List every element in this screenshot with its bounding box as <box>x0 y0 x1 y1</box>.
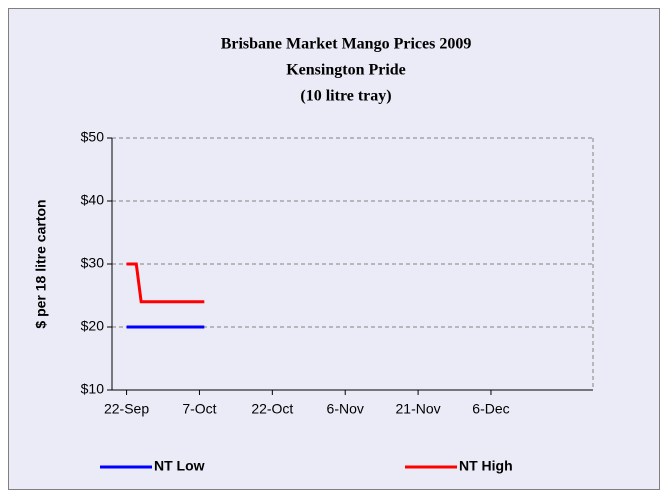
series-line <box>126 262 205 304</box>
y-tick-label: $20 <box>81 318 105 334</box>
x-tick-label: 22-Sep <box>104 401 149 417</box>
legend-label: NT Low <box>154 458 205 474</box>
y-tick-label: $30 <box>81 255 105 271</box>
y-tick-label: $40 <box>81 192 105 208</box>
chart-subtitle: (10 litre tray) <box>300 88 391 105</box>
chart-title: Brisbane Market Mango Prices 2009 <box>221 36 472 53</box>
chart-background <box>8 8 660 490</box>
x-tick-label: 6-Dec <box>472 401 509 417</box>
x-tick-label: 7-Oct <box>182 401 216 417</box>
x-tick-label: 22-Oct <box>251 401 293 417</box>
y-tick-label: $10 <box>81 381 105 397</box>
x-tick-label: 6-Nov <box>327 401 364 417</box>
chart-subtitle: Kensington Pride <box>286 62 406 79</box>
x-tick-label: 21-Nov <box>396 401 441 417</box>
y-axis-label: $ per 18 litre carton <box>33 199 49 328</box>
y-tick-label: $50 <box>81 129 105 145</box>
legend-label: NT High <box>459 458 513 474</box>
